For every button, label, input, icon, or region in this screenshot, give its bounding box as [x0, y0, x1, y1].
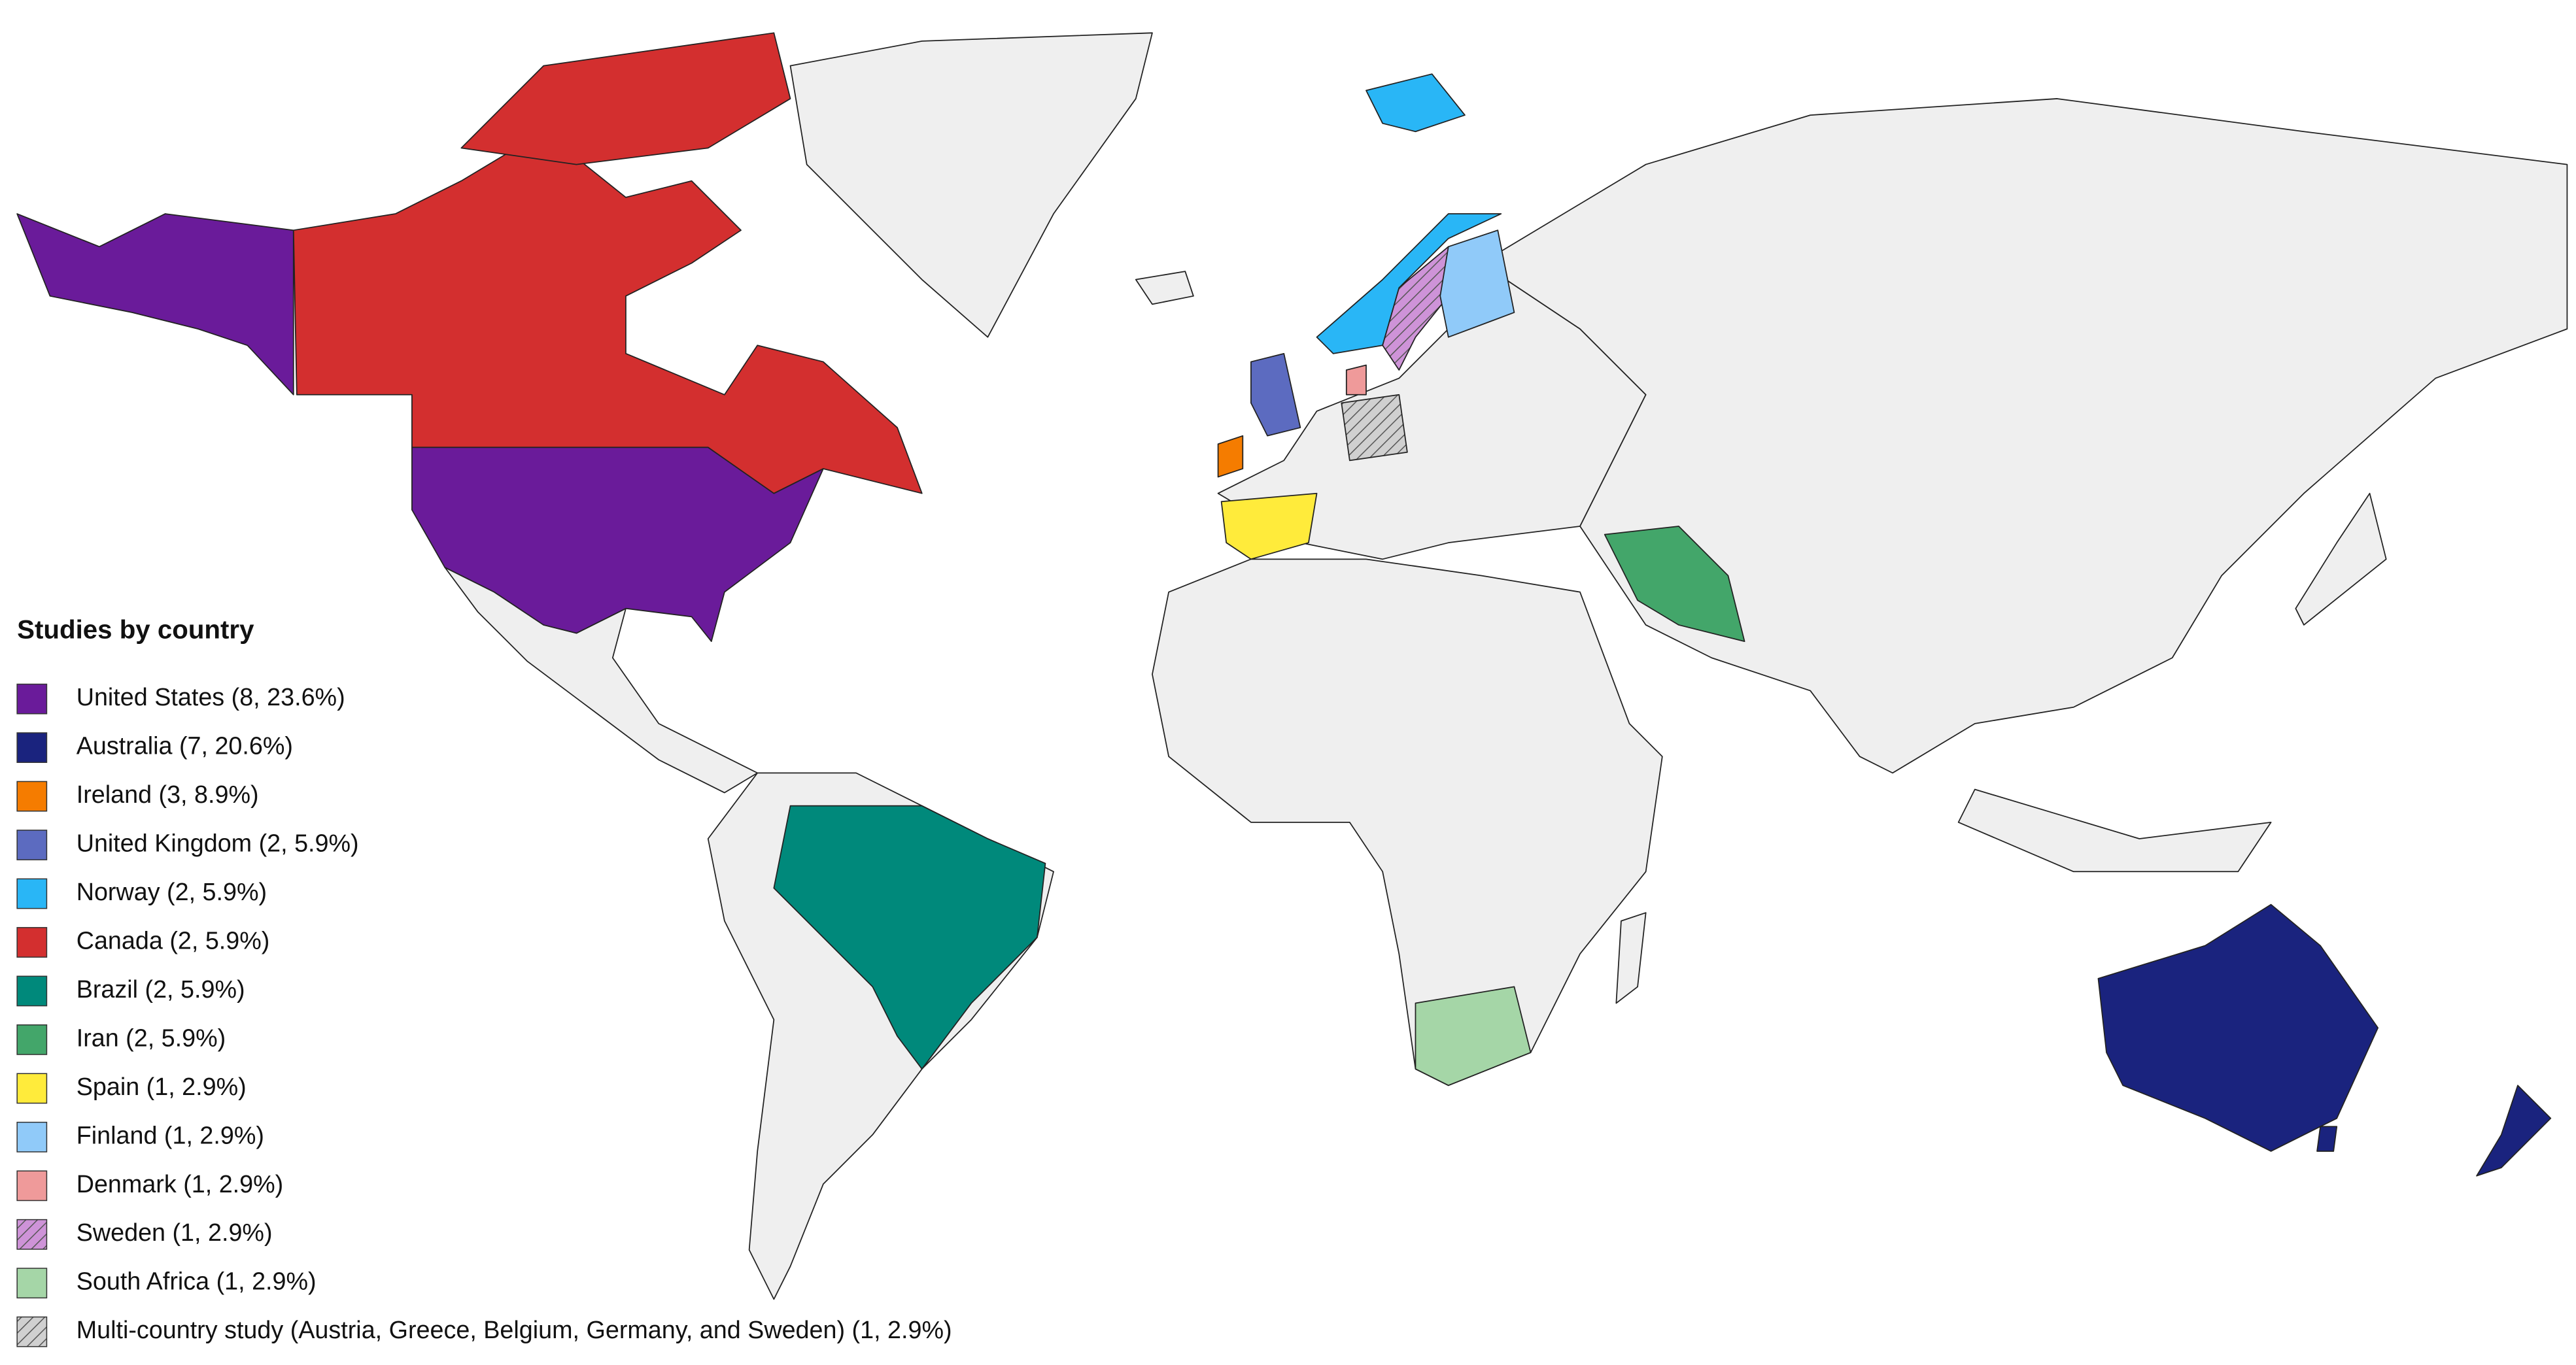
iran	[1604, 526, 1745, 642]
legend-swatch	[16, 975, 48, 1007]
legend-swatch	[16, 830, 48, 860]
svalbard	[1365, 73, 1466, 133]
legend-swatch	[16, 781, 48, 812]
denmark	[1345, 364, 1367, 396]
legend-label: Multi-country study (Austria, Greece, Be…	[77, 1316, 952, 1343]
legend-swatch	[16, 1268, 48, 1299]
brazil	[773, 805, 1046, 1070]
legend-label: Norway (2, 5.9%)	[77, 878, 267, 905]
norway	[1316, 213, 1502, 354]
legend-swatch	[16, 1073, 48, 1104]
alaska	[16, 213, 294, 396]
legend: Studies by country United States (8, 23.…	[16, 615, 952, 1347]
legend-swatch	[16, 1024, 48, 1055]
madagascar	[1615, 912, 1647, 1004]
legend-swatch	[16, 1170, 48, 1202]
legend-swatch	[16, 1219, 48, 1250]
legend-label: Finland (1, 2.9%)	[77, 1121, 264, 1149]
asia	[1481, 98, 2568, 774]
africa	[1152, 558, 1663, 1087]
legend-swatch	[16, 1316, 48, 1347]
legend-label: United Kingdom (2, 5.9%)	[77, 830, 359, 857]
highlighted-countries	[16, 32, 2552, 1177]
legend-swatch	[16, 927, 48, 958]
legend-label: Denmark (1, 2.9%)	[77, 1170, 284, 1198]
legend-swatch	[16, 683, 48, 715]
legend-label: Sweden (1, 2.9%)	[77, 1219, 273, 1246]
germany	[1341, 394, 1408, 462]
canada	[292, 131, 923, 494]
southeast-asia-islands	[1957, 788, 2272, 873]
legend-swatch	[16, 732, 48, 764]
new-zealand	[2476, 1085, 2552, 1177]
legend-swatch	[16, 1121, 48, 1153]
legend-label: Spain (1, 2.9%)	[77, 1073, 247, 1100]
legend-label: Ireland (3, 8.9%)	[77, 781, 259, 808]
legend-swatch	[16, 878, 48, 909]
canada-arctic-islands	[460, 32, 791, 165]
spain	[1220, 492, 1318, 560]
legend-label: Brazil (2, 5.9%)	[77, 975, 245, 1003]
united-kingdom	[1250, 352, 1301, 437]
tasmania	[2316, 1126, 2338, 1152]
south-africa	[1415, 986, 1532, 1087]
legend-label: South Africa (1, 2.9%)	[77, 1268, 317, 1295]
legend-label: Australia (7, 20.6%)	[77, 732, 293, 760]
australia	[2097, 903, 2379, 1152]
legend-label: United States (8, 23.6%)	[77, 683, 345, 711]
legend-title: Studies by country	[17, 615, 254, 645]
greenland	[789, 32, 1153, 338]
legend-label: Iran (2, 5.9%)	[77, 1024, 226, 1051]
iceland	[1135, 271, 1194, 305]
ireland	[1217, 435, 1244, 478]
finland	[1439, 229, 1515, 338]
japan	[2295, 492, 2387, 626]
legend-label: Canada (2, 5.9%)	[77, 926, 270, 954]
